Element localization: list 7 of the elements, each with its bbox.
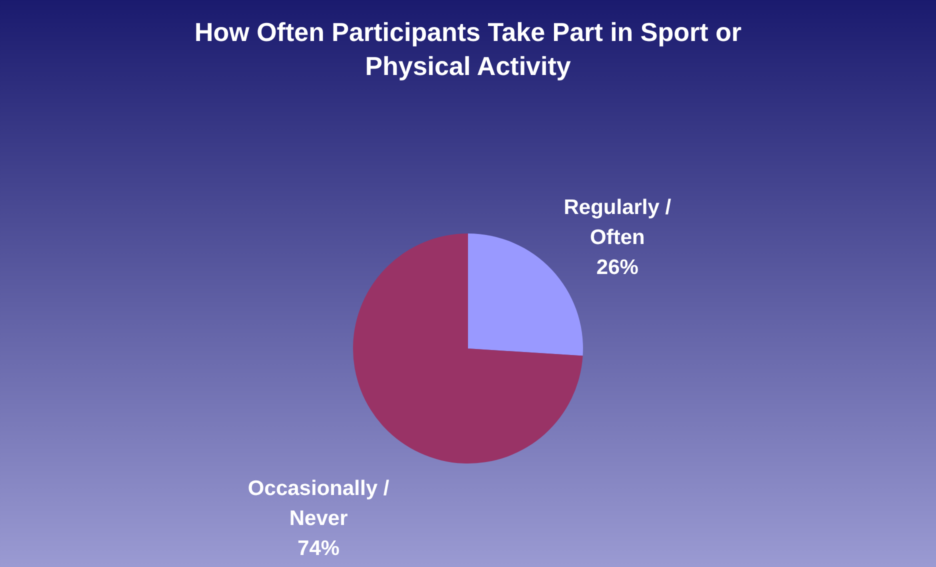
pie-slice <box>468 234 583 356</box>
slice-label: Occasionally / Never <box>248 476 390 530</box>
chart-title: How Often Participants Take Part in Sport or Physical Activity <box>194 17 742 81</box>
pie-slice <box>353 234 583 464</box>
data-label: 26% <box>596 256 639 280</box>
slice-label: Regularly / Often <box>564 196 672 250</box>
data-label: 74% <box>298 536 340 560</box>
